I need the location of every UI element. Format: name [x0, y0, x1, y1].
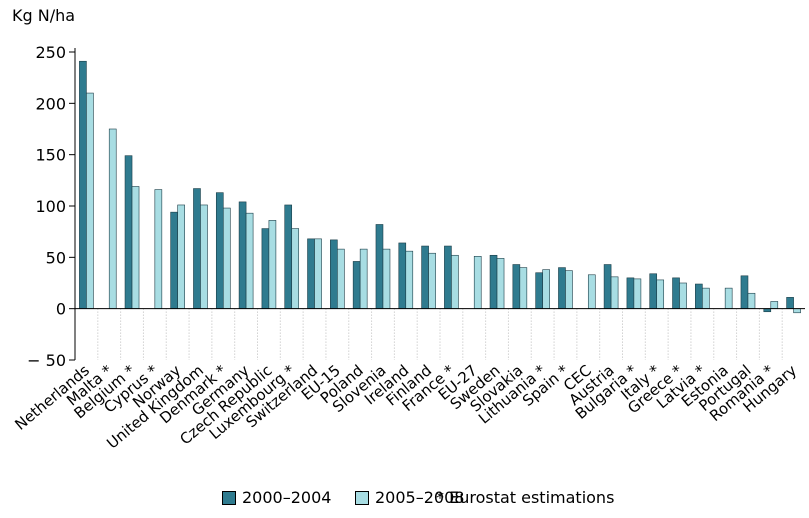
bar-series-2 [131, 186, 140, 309]
bar-series-2 [314, 238, 322, 309]
bar-series-1 [558, 267, 566, 309]
bar-series-2 [679, 282, 687, 309]
legend-label-series-2: 2005–2008 [375, 488, 465, 507]
legend-swatch-series-2 [355, 490, 369, 505]
bar-series-1 [261, 228, 270, 309]
bar-series-2 [382, 248, 391, 309]
bar-series-1 [375, 224, 384, 309]
legend: 2000–2004 2005–2008 * Eurostat estimatio… [0, 488, 809, 512]
bar-series-1 [786, 297, 794, 309]
bar-series-1 [695, 283, 703, 309]
bar-series-1 [215, 192, 224, 309]
bar-series-2 [337, 248, 345, 309]
legend-swatch-series-1 [222, 490, 236, 505]
legend-note: * Eurostat estimations [436, 488, 614, 507]
bar-series-1 [193, 188, 201, 309]
bar-series-1 [170, 211, 178, 309]
y-tick-label: 150 [35, 146, 66, 165]
bar-series-2 [633, 278, 642, 309]
bar-series-1 [398, 242, 407, 309]
legend-note-text: * Eurostat estimations [436, 488, 615, 507]
y-tick-label: 250 [35, 43, 66, 62]
bar-series-1 [124, 155, 133, 309]
legend-label-series-1: 2000–2004 [242, 488, 332, 507]
y-tick-label: 0 [56, 300, 66, 319]
bar-series-1 [649, 273, 658, 309]
bar-series-2 [587, 274, 596, 309]
bar-series-2 [565, 270, 573, 309]
bar-series-2 [542, 269, 550, 309]
bar-series-1 [626, 277, 635, 309]
bar-series-1 [330, 239, 338, 309]
y-axis-unit-label: Kg N/ha [12, 6, 76, 25]
bar-series-2 [747, 292, 756, 309]
bar-series-1 [535, 272, 543, 309]
axes-layer [69, 48, 805, 361]
bar-series-2 [610, 276, 619, 309]
bar-series-2 [245, 212, 254, 309]
bar-series-1 [238, 201, 247, 309]
bar-series-2 [473, 256, 482, 309]
bar-series-2 [656, 279, 665, 309]
bar-series-2 [451, 254, 459, 309]
tick-labels-layer: − 50 0 50 100 150 200 250 [27, 43, 66, 370]
bar-series-1 [421, 245, 429, 309]
bar-series-1 [307, 238, 315, 309]
bar-series-1 [512, 264, 521, 309]
bar-series-1 [444, 245, 452, 309]
bar-series-1 [603, 264, 612, 309]
bar-series-1 [489, 254, 498, 309]
bar-series-2 [428, 252, 436, 309]
bar-series-2 [200, 204, 208, 309]
bar-series-2 [724, 287, 733, 309]
bar-series-2 [154, 189, 163, 309]
y-tick-label: 100 [35, 197, 66, 216]
bar-series-2 [405, 250, 414, 309]
bar-series-2 [702, 287, 710, 309]
bar-series-2 [770, 301, 779, 309]
y-tick-label: 50 [46, 248, 66, 267]
bar-series-1 [352, 261, 361, 309]
bar-series-2 [291, 228, 300, 309]
bar-series-1 [672, 277, 680, 309]
bar-series-2 [86, 92, 94, 309]
bar-series-2 [108, 128, 117, 309]
bar-series-2 [519, 267, 528, 309]
bars-layer [79, 60, 801, 314]
legend-item-series-1: 2000–2004 [222, 488, 331, 507]
bar-series-2 [359, 248, 368, 309]
bar-series-1 [284, 204, 293, 309]
bar-series-1 [79, 60, 87, 309]
legend-item-series-2: 2005–2008 [355, 488, 464, 507]
bar-series-2 [268, 220, 277, 309]
y-tick-label: 200 [35, 94, 66, 113]
bar-series-2 [177, 204, 185, 309]
y-tick-label: − 50 [27, 351, 66, 370]
bar-series-2 [496, 258, 505, 309]
bar-series-1 [740, 275, 749, 309]
bar-series-2 [222, 207, 231, 309]
bar-series-2 [793, 308, 801, 314]
